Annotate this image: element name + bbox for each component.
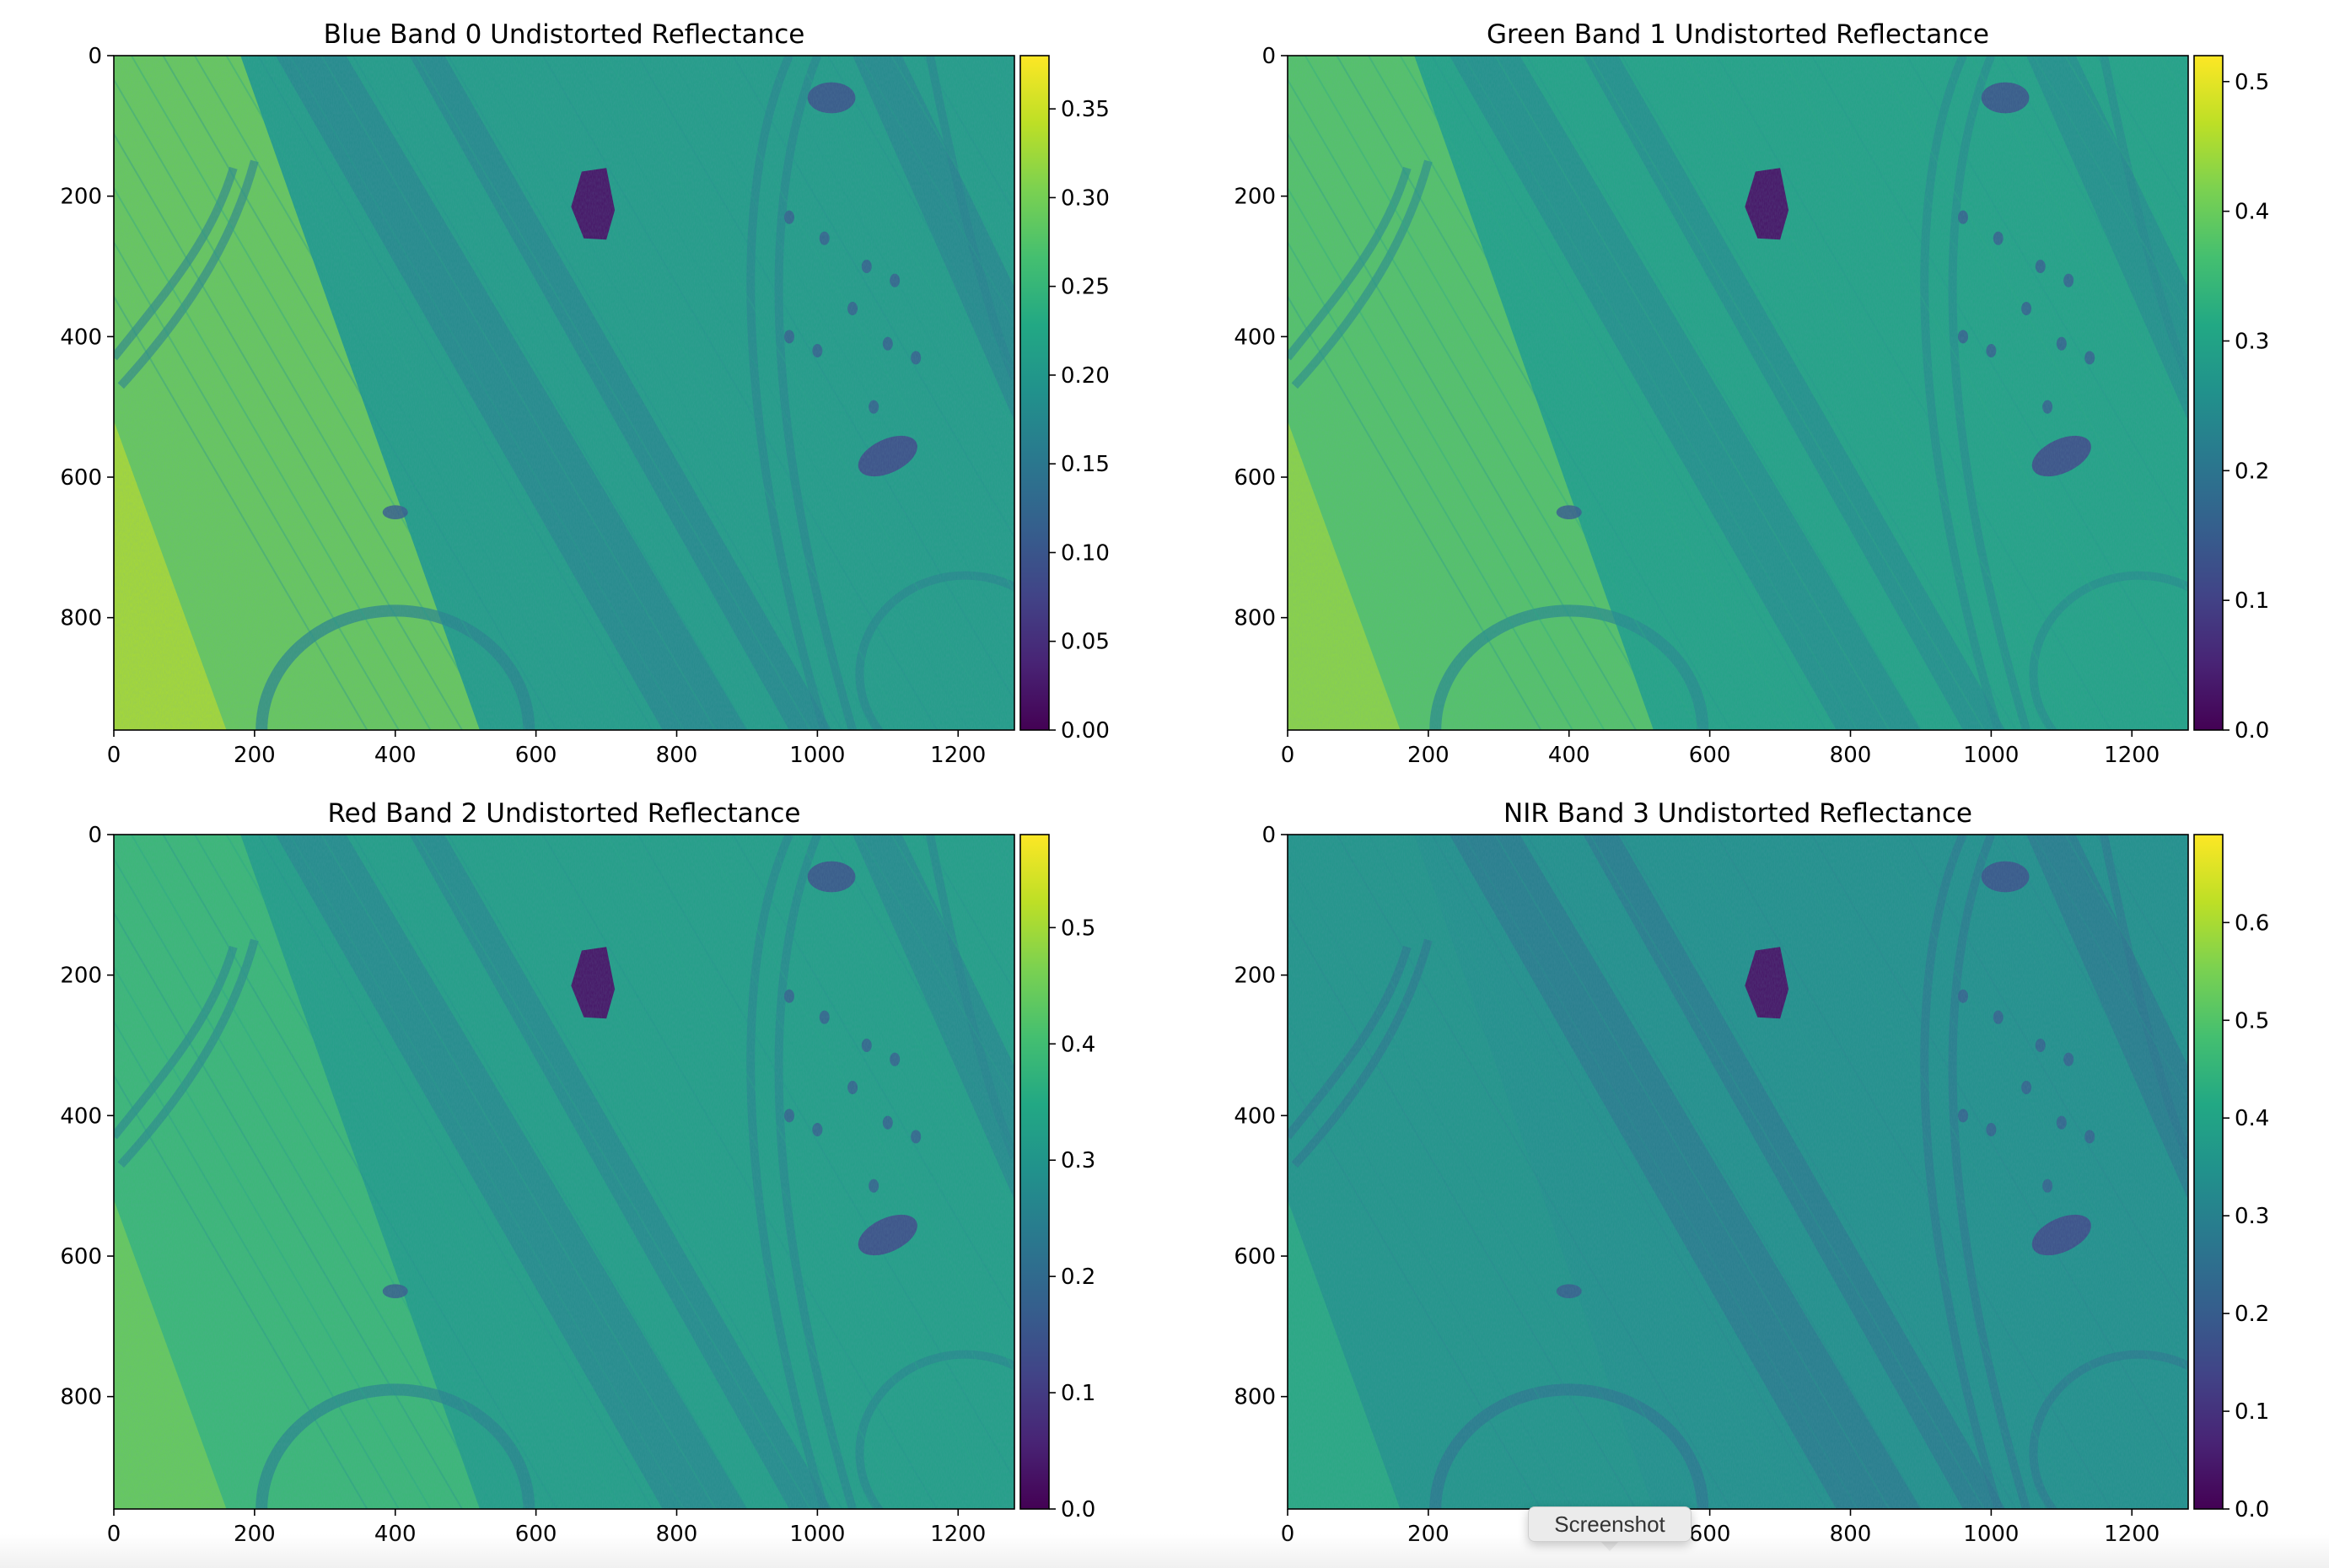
- colorbar-tick-label: 0.2: [2235, 1302, 2269, 1327]
- y-tick-label: 400: [60, 325, 102, 350]
- y-tick-label: 200: [60, 185, 102, 210]
- y-tick-label: 800: [1234, 606, 1276, 631]
- y-tick-label: 600: [60, 465, 102, 491]
- x-tick-label: 800: [1830, 743, 1872, 768]
- colorbar-tick-label: 0.1: [2235, 1399, 2269, 1425]
- axes-frame: [1287, 55, 2189, 731]
- y-tick-label: 600: [1234, 1244, 1276, 1270]
- subplot-title: Red Band 2 Undistorted Reflectance: [328, 798, 801, 829]
- colorbar-tick-label: 0.25: [1061, 275, 1110, 300]
- x-tick-label: 1200: [2104, 743, 2160, 768]
- colorbar-tick-label: 0.0: [2235, 718, 2269, 744]
- y-tick-label: 600: [1234, 465, 1276, 491]
- colorbar-tick-label: 0.2: [2235, 459, 2269, 484]
- x-tick-label: 200: [1407, 743, 1450, 768]
- reflectance-image: [114, 56, 1014, 730]
- colorbar: [1020, 835, 1049, 1509]
- colorbar-tick-label: 0.00: [1061, 718, 1110, 744]
- colorbar-tick-label: 0.5: [2235, 1008, 2269, 1034]
- y-tick-label: 800: [60, 606, 102, 631]
- colorbar-tick-label: 0.0: [1061, 1497, 1095, 1522]
- x-tick-label: 600: [1689, 743, 1731, 768]
- x-tick-label: 1000: [789, 743, 845, 768]
- y-tick-label: 200: [1234, 964, 1276, 989]
- x-tick-label: 0: [1281, 743, 1295, 768]
- x-tick-label: 200: [234, 743, 276, 768]
- colorbar-tick-label: 0.20: [1061, 363, 1110, 389]
- colorbar-tick-label: 0.2: [1061, 1265, 1095, 1290]
- y-tick-label: 400: [1234, 325, 1276, 350]
- subplot-3: Red Band 2 Undistorted Reflectance 0 200 40…: [60, 798, 1095, 1547]
- colorbar-tick-label: 0.4: [2235, 200, 2269, 225]
- subplot-2: Green Band 1 Undistorted Reflectance 0 200…: [1234, 19, 2269, 768]
- subplot-title: Green Band 1 Undistorted Reflectance: [1487, 19, 1989, 50]
- x-tick-label: 400: [1548, 743, 1590, 768]
- colorbar-tick-label: 0.6: [2235, 910, 2269, 936]
- colorbar-frame: [1019, 55, 1050, 731]
- y-tick-label: 0: [88, 823, 102, 848]
- colorbar: [1020, 56, 1049, 730]
- tooltip-label: Screenshot: [1554, 1511, 1665, 1537]
- colorbar-tick-label: 0.3: [2235, 329, 2269, 354]
- tooltip-arrow: [1599, 1539, 1621, 1551]
- colorbar: [2194, 835, 2223, 1509]
- axes-frame: [113, 55, 1015, 731]
- x-tick-label: 1200: [930, 743, 986, 768]
- x-tick-label: 600: [515, 743, 557, 768]
- reflectance-image: [114, 835, 1014, 1509]
- subplot-title: Blue Band 0 Undistorted Reflectance: [324, 19, 805, 50]
- colorbar-tick-label: 0.4: [2235, 1106, 2269, 1131]
- y-tick-label: 200: [1234, 185, 1276, 210]
- colorbar-tick-label: 0.5: [2235, 70, 2269, 95]
- colorbar-tick-label: 0.4: [1061, 1032, 1095, 1057]
- screenshot-tooltip: Screenshot: [1528, 1506, 1692, 1542]
- y-tick-label: 800: [60, 1385, 102, 1410]
- colorbar-tick-label: 0.3: [2235, 1204, 2269, 1229]
- x-tick-label: 800: [656, 743, 698, 768]
- y-tick-label: 0: [1261, 823, 1276, 848]
- x-tick-label: 1000: [1963, 743, 2019, 768]
- colorbar: [2194, 56, 2223, 730]
- colorbar-tick-label: 0.1: [2235, 588, 2269, 614]
- colorbar-tick-label: 0.05: [1061, 630, 1110, 655]
- axes-frame: [1287, 834, 2189, 1510]
- colorbar-tick-label: 0.15: [1061, 452, 1110, 477]
- y-tick-label: 800: [1234, 1385, 1276, 1410]
- colorbar-tick-label: 0.35: [1061, 97, 1110, 122]
- reflectance-image: [1288, 56, 2188, 730]
- x-tick-label: 0: [107, 743, 121, 768]
- colorbar-tick-label: 0.3: [1061, 1148, 1095, 1173]
- axes-frame: [113, 834, 1015, 1510]
- colorbar-tick-label: 0.10: [1061, 540, 1110, 566]
- x-tick-label: 400: [374, 743, 417, 768]
- subplot-1: Blue Band 0 Undistorted Reflectance 0 200 4…: [60, 19, 1110, 768]
- y-tick-label: 400: [60, 1104, 102, 1129]
- colorbar-tick-label: 0.1: [1061, 1381, 1095, 1406]
- colorbar-tick-label: 0.5: [1061, 916, 1095, 941]
- colorbar-frame: [2193, 834, 2224, 1510]
- y-tick-label: 600: [60, 1244, 102, 1270]
- reflectance-image: [1288, 835, 2188, 1509]
- dock-shadow: [0, 1534, 2329, 1568]
- colorbar-tick-label: 0.0: [2235, 1497, 2269, 1522]
- y-tick-label: 200: [60, 964, 102, 989]
- subplot-4: NIR Band 3 Undistorted Reflectance 0 200 40…: [1234, 798, 2269, 1547]
- subplot-title: NIR Band 3 Undistorted Reflectance: [1503, 798, 1972, 829]
- colorbar-tick-label: 0.30: [1061, 185, 1110, 211]
- y-tick-label: 0: [1261, 44, 1276, 69]
- y-tick-label: 0: [88, 44, 102, 69]
- colorbar-frame: [1019, 834, 1050, 1510]
- colorbar-frame: [2193, 55, 2224, 731]
- y-tick-label: 400: [1234, 1104, 1276, 1129]
